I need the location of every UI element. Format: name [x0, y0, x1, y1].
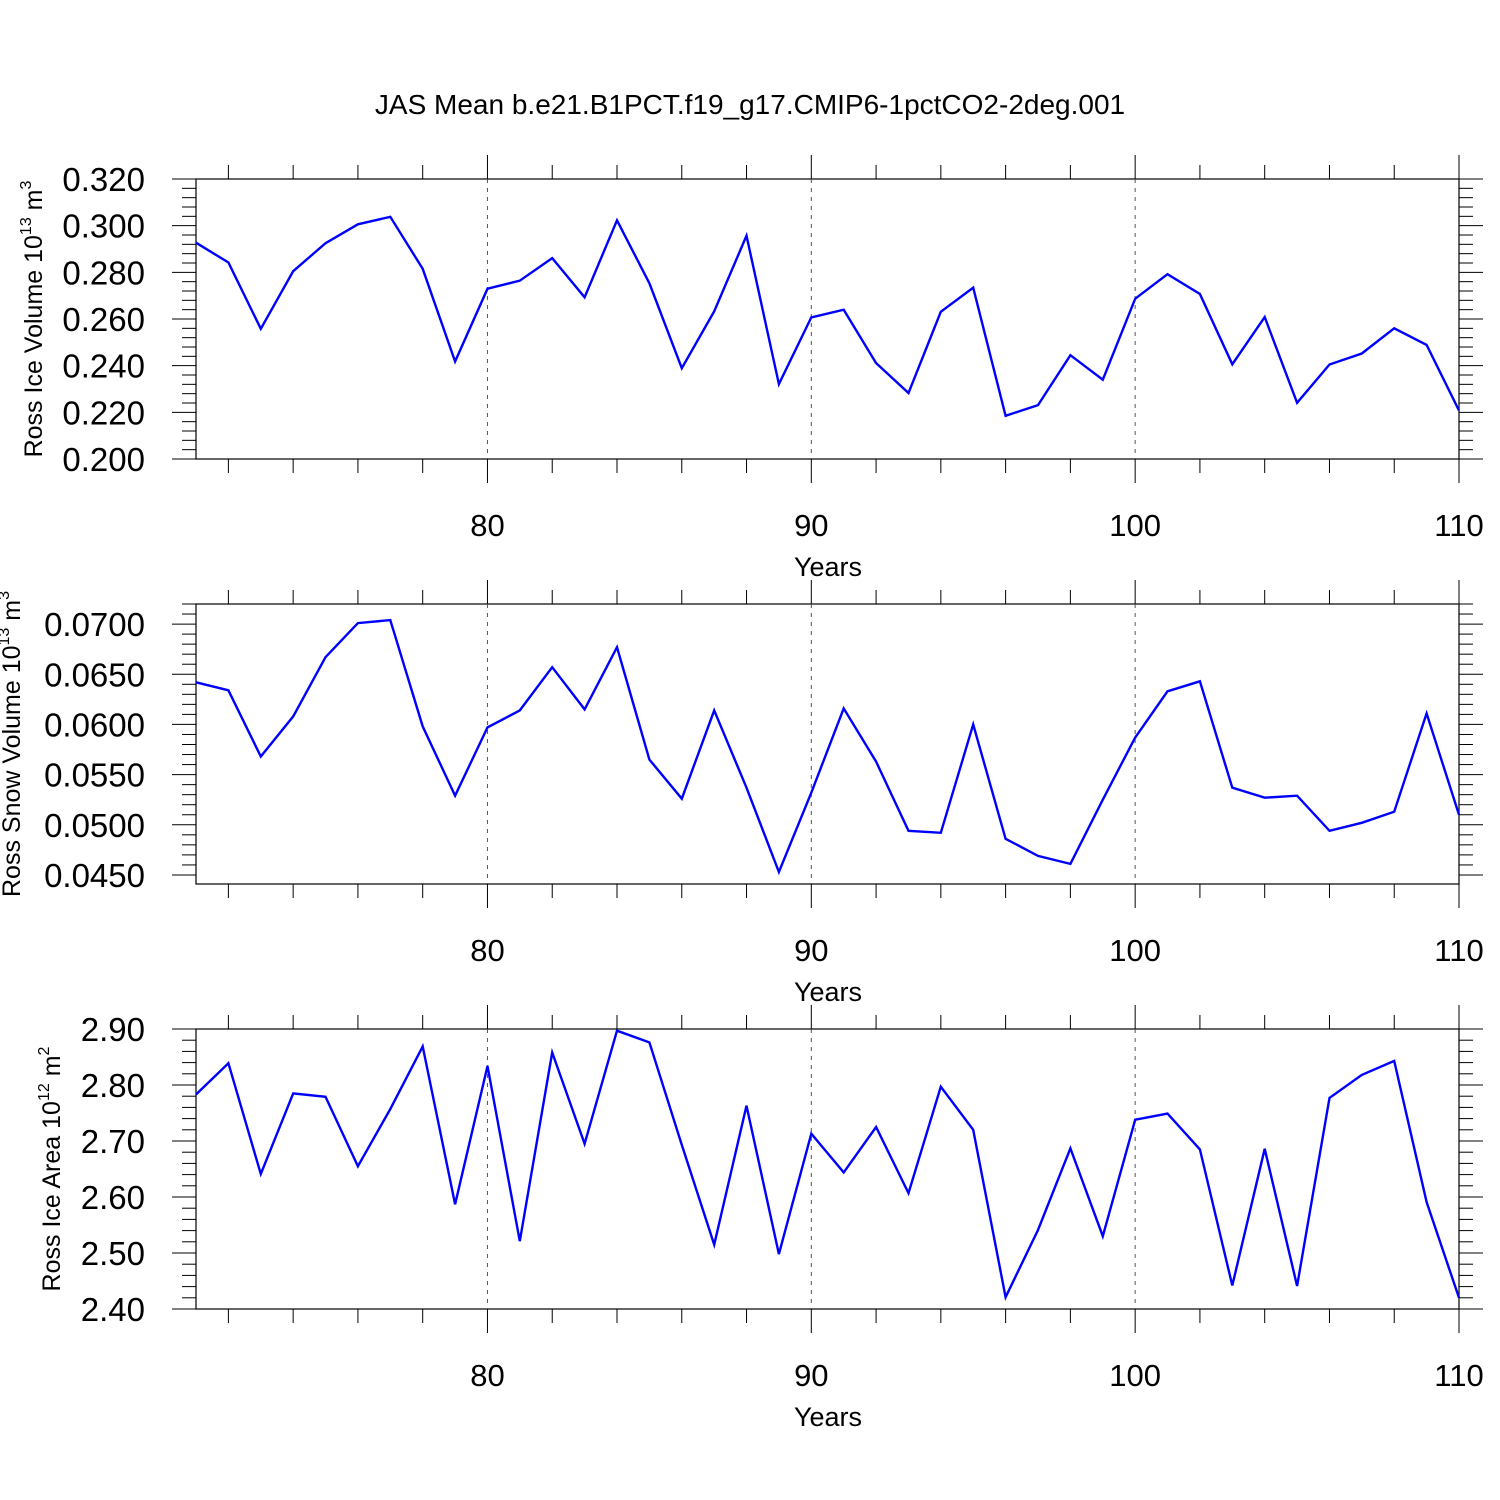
panel-3: 80 90 100 110 Years 2.40 2.50 2.60 2.70 2.80 2.90 R…	[36, 1005, 1484, 1432]
series-line	[195, 1029, 1461, 1301]
y-tick-label: 0.200	[62, 441, 145, 478]
x-tick-label: 110	[1434, 933, 1483, 968]
y-tick-label: 0.0500	[44, 807, 145, 844]
y-tick-label: 2.60	[81, 1179, 145, 1216]
y-tick-label: 0.240	[62, 348, 145, 385]
panel-1: 80 90 100 110 Years 0.200 0.220 0.240 0.260 0.280…	[18, 155, 1484, 582]
y-tick-label: 0.0450	[44, 857, 145, 894]
y-axis-label: Ross Ice Area 1012 m2	[36, 1046, 66, 1291]
x-tick-label: 80	[470, 933, 504, 968]
y-tick-label: 2.50	[81, 1235, 145, 1272]
y-tick-label: 0.0600	[44, 706, 145, 743]
x-tick-label: 90	[794, 933, 828, 968]
y-tick-label: 0.220	[62, 394, 145, 431]
series-line	[195, 618, 1461, 876]
chart-title: JAS Mean b.e21.B1PCT.f19_g17.CMIP6-1pctC…	[375, 89, 1125, 120]
y-tick-label: 0.260	[62, 301, 145, 338]
y-tick-label: 0.0550	[44, 757, 145, 794]
x-tick-label: 100	[1109, 1358, 1161, 1393]
plot-frame	[195, 178, 1460, 460]
x-tick-label: 110	[1434, 1358, 1483, 1393]
y-tick-label: 0.0700	[44, 606, 145, 643]
series-line	[195, 215, 1461, 418]
x-tick-label: 80	[470, 1358, 504, 1393]
y-tick-label: 0.300	[62, 208, 145, 245]
y-axis-label: Ross Snow Volume 1013 m3	[0, 591, 26, 897]
panels: 80 90 100 110 Years 0.200 0.220 0.240 0.260 0.280…	[0, 155, 1484, 1432]
plot-frame	[195, 1028, 1460, 1310]
x-tick-label: 90	[794, 508, 828, 543]
x-axis-label: Years	[794, 552, 862, 582]
y-tick-label: 2.80	[81, 1067, 145, 1104]
plot-frame	[195, 603, 1460, 885]
x-axis-label: Years	[794, 977, 862, 1007]
y-tick-label: 2.70	[81, 1123, 145, 1160]
y-tick-label: 2.40	[81, 1291, 145, 1328]
x-tick-label: 110	[1434, 508, 1483, 543]
y-tick-label: 0.0650	[44, 656, 145, 693]
y-tick-label: 2.90	[81, 1011, 145, 1048]
x-tick-label: 80	[470, 508, 504, 543]
panel-2: 80 90 100 110 Years 0.0450 0.0500 0.0550 0.0600 0…	[0, 580, 1484, 1007]
y-tick-label: 0.320	[62, 161, 145, 198]
y-axis-label: Ross Ice Volume 1013 m3	[18, 180, 48, 457]
x-tick-label: 90	[794, 1358, 828, 1393]
x-tick-label: 100	[1109, 933, 1161, 968]
x-axis-label: Years	[794, 1402, 862, 1432]
x-tick-label: 100	[1109, 508, 1161, 543]
y-tick-label: 0.280	[62, 254, 145, 291]
